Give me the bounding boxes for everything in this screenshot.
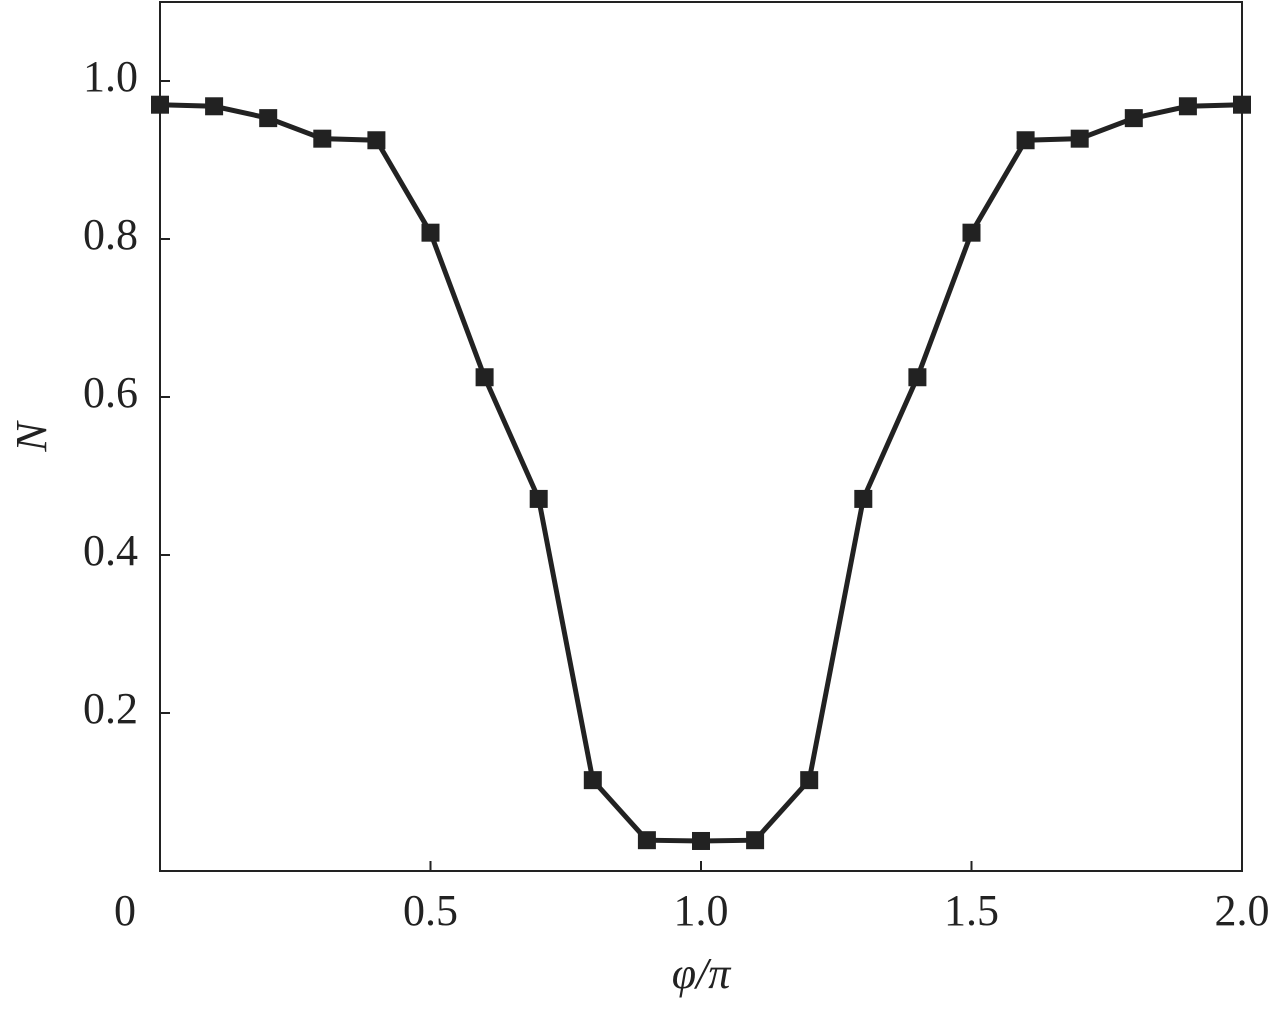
marker xyxy=(1124,109,1143,128)
marker xyxy=(205,97,224,116)
marker xyxy=(367,131,386,150)
x-axis-label: φ/π xyxy=(672,949,733,998)
marker xyxy=(1233,95,1251,114)
marker xyxy=(800,771,819,790)
marker xyxy=(313,129,332,148)
y-axis-label: N xyxy=(7,420,56,453)
y-tick-label: 1.0 xyxy=(83,52,138,101)
marker xyxy=(583,771,602,790)
x-tick-label: 2.0 xyxy=(1215,886,1270,935)
marker xyxy=(529,489,548,508)
marker xyxy=(259,109,278,128)
marker xyxy=(421,223,440,242)
marker xyxy=(908,368,927,387)
x-tick-label: 0.5 xyxy=(403,886,458,935)
marker xyxy=(1016,131,1035,150)
marker xyxy=(1178,97,1197,116)
marker xyxy=(151,95,169,114)
x-tick-label: 1.5 xyxy=(944,886,999,935)
marker xyxy=(854,489,873,508)
y-tick-label: 0.4 xyxy=(83,526,138,575)
y-tick-label: 0.8 xyxy=(83,210,138,259)
marker xyxy=(637,831,656,850)
series-line xyxy=(159,102,1243,844)
x-tick-label: 1.0 xyxy=(674,886,729,935)
marker xyxy=(692,831,710,850)
marker xyxy=(1070,129,1089,148)
y-tick-label: 0.6 xyxy=(83,368,138,417)
marker xyxy=(475,368,494,387)
x-tick-label: 0 xyxy=(114,886,136,935)
marker xyxy=(746,831,765,850)
y-tick-label: 0.2 xyxy=(83,684,138,733)
marker xyxy=(962,223,981,242)
